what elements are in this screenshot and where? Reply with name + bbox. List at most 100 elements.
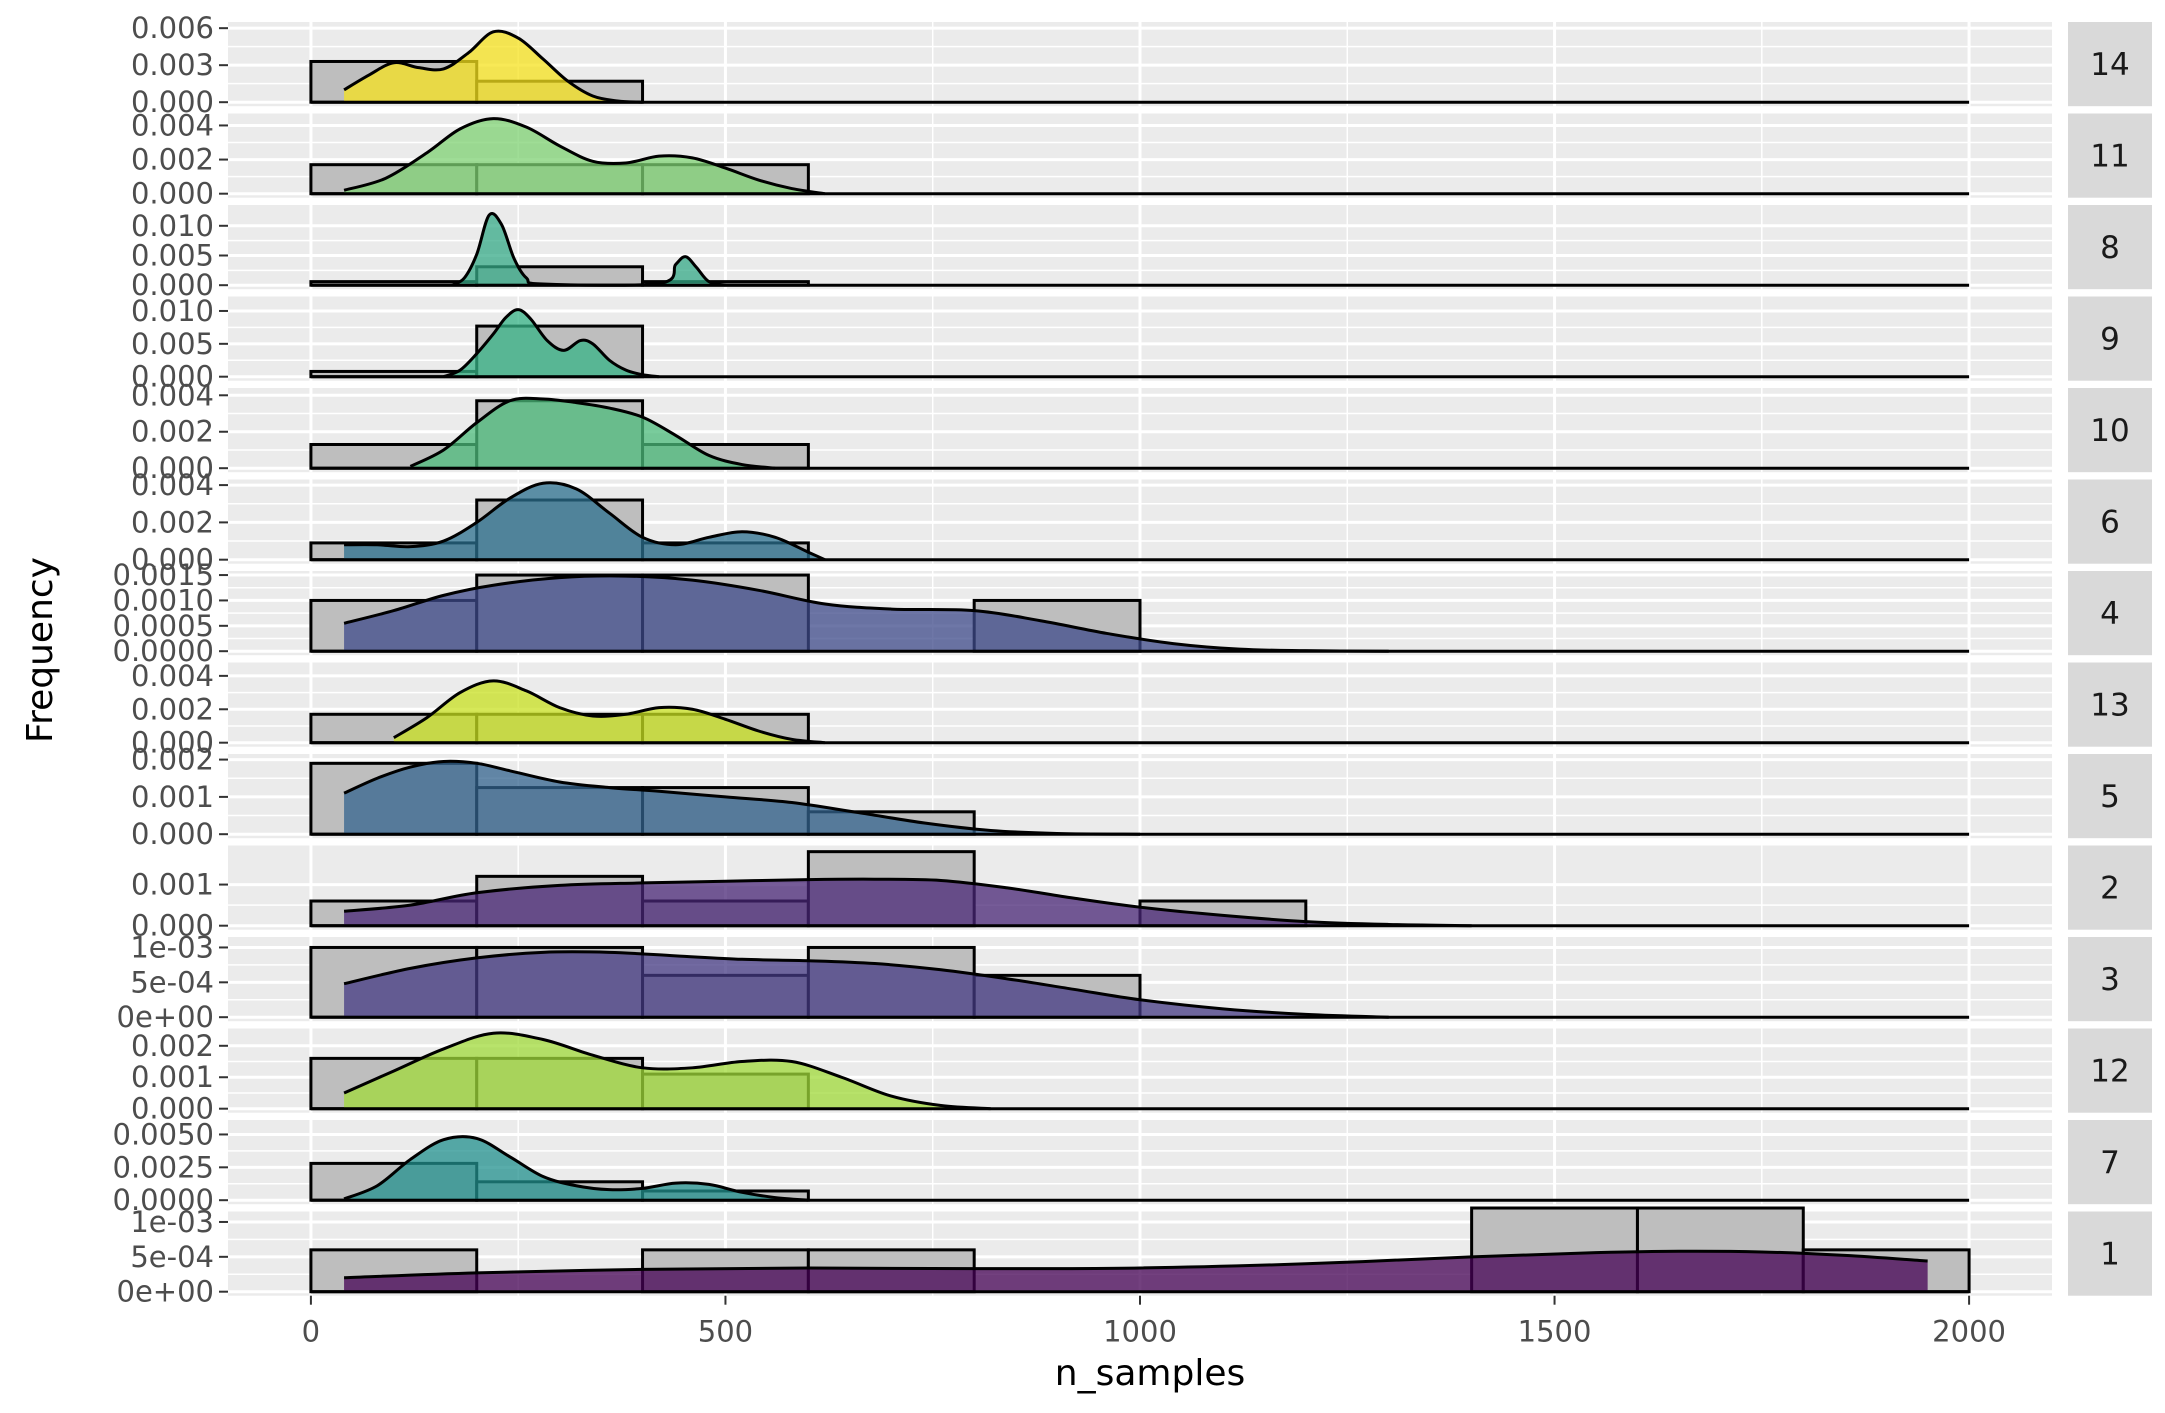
x-tick-label: 500	[698, 1315, 753, 1349]
strip-label: 11	[2090, 139, 2129, 175]
y-tick-label: 0.001	[131, 780, 214, 814]
y-tick-label: 0.002	[131, 1029, 214, 1063]
y-tick-label: 0.001	[131, 868, 214, 902]
strip-label: 9	[2100, 322, 2120, 358]
panel-2: 0.000 0.001 2	[131, 845, 2152, 943]
density-area	[344, 1032, 991, 1109]
strip-background	[2068, 571, 2152, 656]
x-tick-label: 1500	[1518, 1315, 1592, 1349]
density-area	[344, 31, 643, 103]
strip-background	[2068, 662, 2152, 747]
strip-label: 4	[2100, 596, 2120, 632]
y-tick-label: 0.001	[131, 1060, 214, 1094]
y-tick-label: 0.000	[131, 817, 214, 851]
strip-label: 12	[2090, 1054, 2129, 1090]
y-tick-label: 5e-04	[130, 1240, 214, 1274]
strip-background	[2068, 479, 2152, 564]
strip-label: 10	[2090, 413, 2129, 449]
density-line	[343, 1135, 809, 1202]
density-line	[443, 308, 660, 379]
y-tick-label: 0.004	[131, 378, 214, 412]
y-tick-label: 0.000	[131, 543, 214, 577]
y-tick-label: 0.002	[131, 505, 214, 539]
y-tick-label: 0.0015	[113, 558, 214, 592]
density-line	[343, 950, 1389, 1019]
strip-background	[2068, 754, 2152, 839]
panels-layer: 0.0000.0030.006140.0000.0020.004110.0000…	[113, 11, 2152, 1309]
density-area	[393, 680, 825, 743]
y-tick-label: 1e-03	[130, 1205, 214, 1239]
y-tick-label: 0.002	[131, 743, 214, 777]
y-tick-label: 0.000	[131, 85, 214, 119]
strip-background	[2068, 1211, 2152, 1296]
strip-label: 5	[2100, 779, 2120, 815]
y-tick-label: 0.0000	[113, 1183, 214, 1217]
y-tick-label: 0.010	[131, 294, 214, 328]
density-area	[410, 398, 776, 469]
strip-label: 1	[2100, 1237, 2120, 1273]
y-tick-label: 0.006	[131, 11, 214, 45]
y-tick-label: 0.004	[131, 468, 214, 502]
strip-label: 13	[2090, 688, 2129, 724]
panel-5: 0.0000.0010.002 5	[131, 743, 2152, 851]
y-tick-label: 0.010	[131, 209, 214, 243]
y-tick-label: 0.000	[131, 177, 214, 211]
strip-background	[2068, 937, 2152, 1022]
density-line	[451, 212, 726, 287]
x-axis-title: n_samples	[1055, 1353, 1245, 1394]
density-line	[344, 1249, 1928, 1280]
y-tick-label: 0.003	[131, 48, 214, 82]
density-line	[343, 759, 1141, 836]
x-tick-label: 2000	[1932, 1315, 2006, 1349]
x-axis: 0 500 1000 1500 2000	[302, 1295, 2006, 1349]
density-area	[443, 309, 660, 377]
panel-9: 0.0000.0050.010 9	[131, 294, 2152, 394]
y-tick-label: 0.002	[131, 415, 214, 449]
strip-background	[2068, 22, 2152, 107]
density-line	[343, 117, 826, 196]
y-tick-label: 0.000	[131, 451, 214, 485]
density-line	[409, 396, 776, 470]
strip-label: 14	[2090, 47, 2129, 83]
strip-background	[2068, 845, 2152, 930]
y-tick-label: 5e-04	[130, 965, 214, 999]
density-area	[344, 951, 1389, 1018]
strip-label: 6	[2100, 505, 2120, 541]
y-tick-label: 0.000	[131, 268, 214, 302]
y-tick-label: 0.000	[131, 1092, 214, 1126]
density-line	[343, 29, 643, 104]
y-tick-label: 0e+00	[117, 1000, 215, 1034]
y-tick-label: 0.000	[131, 360, 214, 394]
y-tick-label: 0.0005	[113, 609, 214, 643]
strip-background	[2068, 113, 2152, 198]
y-tick-label: 0.000	[131, 909, 214, 943]
panel-8: 0.0000.0050.010 8	[131, 205, 2152, 302]
x-tick-label: 1000	[1103, 1315, 1177, 1349]
y-tick-label: 0.002	[131, 143, 214, 177]
density-area	[344, 879, 1472, 926]
y-tick-label: 0.002	[131, 692, 214, 726]
strip-label: 8	[2100, 230, 2120, 266]
y-tick-label: 0.0000	[113, 634, 214, 668]
density-area	[451, 213, 726, 286]
y-tick-label: 0.004	[131, 108, 214, 142]
strip-label: 7	[2100, 1145, 2120, 1181]
strip-label: 2	[2100, 871, 2120, 907]
strip-label: 3	[2100, 962, 2120, 998]
strip-background	[2068, 1120, 2152, 1205]
y-axis-title: Frequency	[20, 557, 61, 743]
y-tick-label: 0.005	[131, 238, 214, 272]
y-tick-label: 0e+00	[117, 1275, 215, 1309]
strip-background	[2068, 1028, 2152, 1113]
